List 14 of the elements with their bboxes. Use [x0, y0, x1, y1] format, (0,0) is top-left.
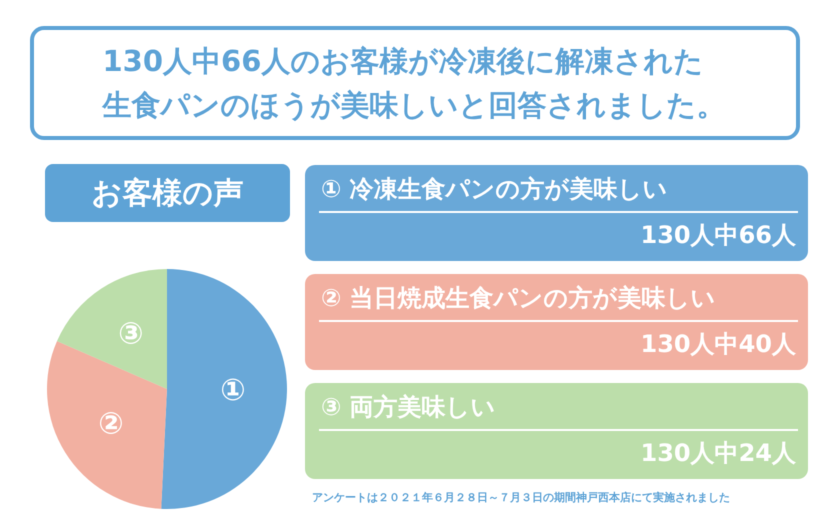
- text: 130人中24人: [640, 438, 796, 469]
- text: ② 当日焼成生食パンの方が美味しい: [321, 283, 716, 314]
- chart-subtitle: お客様の声: [45, 164, 290, 222]
- slice-label: ②: [98, 406, 124, 442]
- text: 130人中66人: [640, 220, 796, 251]
- text: 130人中40人: [640, 329, 796, 360]
- text: ① 冷凍生食パンの方が美味しい: [321, 174, 668, 205]
- pie-slice: [56, 269, 167, 389]
- text: アンケートは２０２１年６月２８日～７月３日の期間神戸西本店にて実施されました: [312, 490, 730, 505]
- text: 130人中66人のお客様が冷凍後に解凍された生食パンのほうが美味しいと回答されました。: [102, 43, 726, 124]
- slice-label: ①: [220, 373, 246, 408]
- text: ③ 両方美味しい: [321, 392, 496, 423]
- pie-slice: [161, 269, 287, 509]
- slice-label: ③: [118, 316, 144, 352]
